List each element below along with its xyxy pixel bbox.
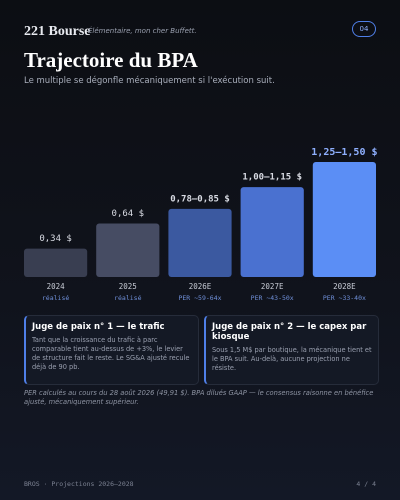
value-label: 1,25–1,50 $ — [311, 147, 377, 158]
card-text: Sous 1,5 M$ par boutique, la mécanique t… — [212, 346, 372, 372]
footer-right: 4 / 4 — [356, 480, 376, 488]
card: Juge de paix n° 1 — le trafic Tant que l… — [24, 315, 199, 385]
footer-left: BROS · Projections 2026–2028 — [24, 480, 134, 488]
card-title: Juge de paix n° 2 — le capex par kiosque — [212, 322, 367, 342]
chart: 0,34 $ 2024 réalisé 0,64 $ 2025 réalisé 0,78–0… — [24, 147, 378, 302]
bar — [312, 162, 376, 277]
tagline: Élémentaire, mon cher Buffett. — [88, 27, 197, 35]
x-sublabel: réalisé — [114, 294, 141, 302]
value-label: 1,00–1,15 $ — [242, 173, 302, 183]
x-sublabel: PER ~59-64x — [178, 294, 221, 302]
x-tick-label: 2028E — [333, 282, 356, 291]
x-tick-label: 2025 — [119, 282, 137, 291]
chart-subtitle: Le multiple se dégonfle mécaniquement si… — [24, 76, 275, 86]
x-sublabel: PER ~43-50x — [251, 294, 294, 302]
bar — [96, 223, 160, 277]
page-badge: 04 — [352, 21, 376, 37]
x-sublabel: PER ~33-40x — [323, 294, 366, 302]
brand: 221 Bourse — [24, 24, 91, 39]
footnote: PER calculés au cours du 28 août 2026 (4… — [24, 389, 374, 406]
x-tick-label: 2026E — [189, 282, 212, 291]
bar — [240, 187, 304, 277]
card-text: Tant que la croissance du trafic à parc … — [32, 336, 190, 371]
chart-title: Trajectoire du BPA — [24, 48, 198, 72]
value-label: 0,64 $ — [112, 209, 145, 219]
x-tick-label: 2027E — [261, 282, 284, 291]
x-tick-label: 2024 — [47, 282, 66, 291]
card: Juge de paix n° 2 — le capex par kiosque… — [204, 315, 379, 385]
value-label: 0,34 $ — [39, 234, 72, 244]
x-sublabel: réalisé — [42, 294, 69, 302]
card-title: Juge de paix n° 1 — le trafic — [32, 322, 165, 332]
bar — [168, 208, 232, 277]
bar — [24, 248, 88, 277]
value-label: 0,78–0,85 $ — [170, 194, 230, 204]
